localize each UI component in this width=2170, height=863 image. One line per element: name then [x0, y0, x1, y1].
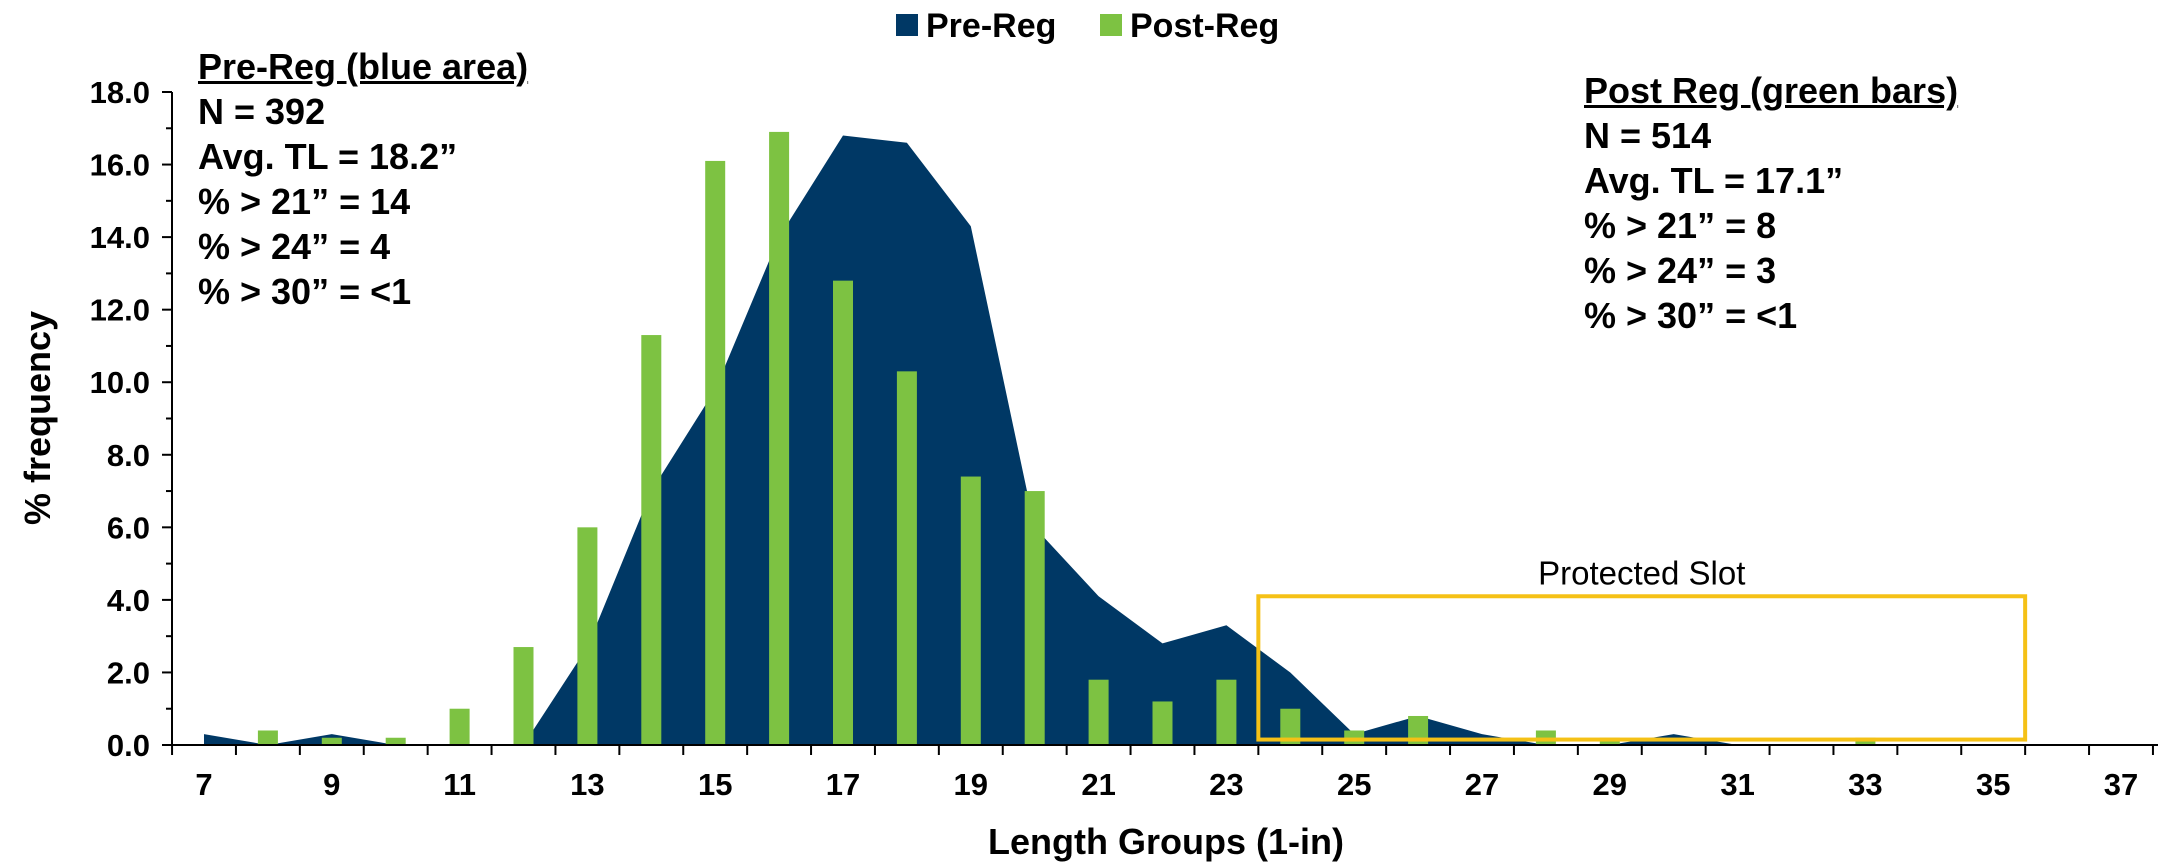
post-reg-summary-line: % > 30” = <1 [1584, 295, 1798, 336]
post-reg-bar [577, 527, 598, 745]
post-reg-bar [1280, 708, 1301, 745]
x-tick-label: 13 [570, 767, 604, 802]
post-reg-bar [705, 160, 726, 745]
legend-swatch-post-reg [1100, 14, 1122, 36]
pre-reg-summary-line: % > 21” = 14 [198, 181, 411, 222]
plot-area: Protected Slot [204, 131, 2121, 746]
post-reg-bar [960, 476, 981, 745]
post-reg-bar [641, 335, 662, 745]
x-tick-label: 7 [195, 767, 212, 802]
pre-reg-summary-line: % > 30” = <1 [198, 271, 412, 312]
pre-reg-summary-line: % > 24” = 4 [198, 226, 391, 267]
post-reg-summary-line: N = 514 [1584, 115, 1712, 156]
x-tick-label: 33 [1848, 767, 1882, 802]
x-tick-label: 25 [1337, 767, 1371, 802]
post-reg-bar [321, 737, 342, 745]
legend-label-pre-reg: Pre-Reg [926, 7, 1056, 45]
pre-reg-summary-line: N = 392 [198, 91, 326, 132]
y-tick-label: 6.0 [107, 510, 150, 545]
post-reg-bar [513, 647, 534, 745]
post-reg-bar [833, 280, 853, 745]
x-tick-label: 15 [698, 767, 732, 802]
post-reg-summary-line: % > 24” = 3 [1584, 250, 1777, 291]
y-tick-label: 10.0 [90, 365, 150, 400]
y-tick-label: 4.0 [107, 583, 150, 618]
x-tick-label: 27 [1465, 767, 1499, 802]
post-reg-summary-line: % > 21” = 8 [1584, 205, 1777, 246]
post-reg-bar [1216, 679, 1237, 745]
x-tick-label: 17 [826, 767, 860, 802]
post-reg-summary-line: Avg. TL = 17.1” [1584, 160, 1844, 201]
y-tick-label: 14.0 [90, 220, 150, 255]
y-tick-label: 8.0 [107, 438, 150, 473]
pre-reg-summary: Pre-Reg (blue area) N = 392 Avg. TL = 18… [198, 44, 528, 314]
axes: 0.0 2.0 4.0 6.0 8.0 10.0 12.0 14.0 16.0 18.0 7 9 11 1… [90, 75, 2158, 802]
x-tick-label: 35 [1976, 767, 2010, 802]
post-reg-bar [1152, 701, 1173, 745]
pre-reg-summary-heading: Pre-Reg (blue area) [198, 46, 529, 87]
y-tick-label: 16.0 [90, 148, 150, 183]
y-tick-label: 2.0 [107, 655, 150, 690]
x-tick-label: 19 [954, 767, 988, 802]
legend-label-post-reg: Post-Reg [1130, 7, 1279, 45]
x-tick-label: 9 [323, 767, 340, 802]
protected-slot-box [1256, 594, 2028, 742]
pre-reg-area [204, 135, 2121, 746]
post-reg-bar [449, 708, 470, 745]
pre-reg-summary-line: Avg. TL = 18.2” [198, 136, 458, 177]
y-tick-label: 18.0 [90, 75, 150, 110]
post-reg-bar [896, 371, 917, 745]
legend: Pre-Reg Post-Reg [896, 7, 1279, 45]
x-tick-label: 21 [1081, 767, 1115, 802]
protected-slot-label: Protected Slot [1538, 554, 1745, 591]
post-reg-summary: Post Reg (green bars) N = 514 Avg. TL = … [1584, 68, 1958, 338]
x-tick-label: 37 [2104, 767, 2138, 802]
post-reg-bar [257, 730, 278, 745]
x-tick-label: 31 [1720, 767, 1754, 802]
post-reg-bar [1024, 491, 1045, 745]
x-tick-label: 29 [1593, 767, 1627, 802]
post-reg-bar [385, 737, 406, 745]
x-axis-title: Length Groups (1-in) [988, 821, 1344, 862]
y-tick-label: 12.0 [90, 293, 150, 328]
post-reg-bar [1088, 679, 1109, 745]
y-tick-label: 0.0 [107, 728, 150, 763]
legend-swatch-pre-reg [896, 14, 918, 36]
y-axis-title: % frequency [17, 311, 58, 525]
post-reg-summary-heading: Post Reg (green bars) [1584, 70, 1959, 111]
x-tick-label: 23 [1209, 767, 1243, 802]
post-reg-bar [769, 131, 790, 746]
x-tick-label: 11 [443, 767, 476, 802]
